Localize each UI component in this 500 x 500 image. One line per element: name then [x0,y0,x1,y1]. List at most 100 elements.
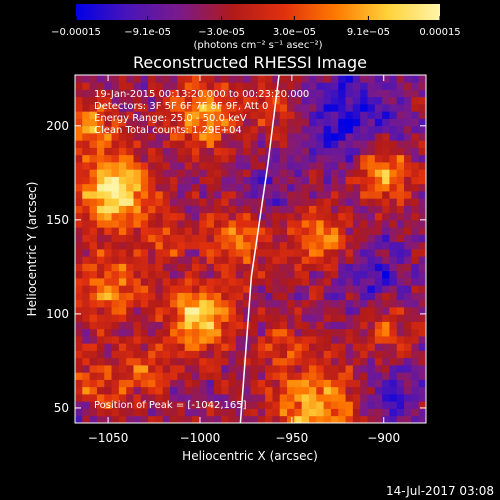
heatmap-cell [213,118,222,127]
heatmap-cell [228,162,237,170]
heatmap-cell [323,263,332,272]
heatmap-cell [213,75,222,83]
heatmap-cell [396,118,405,127]
heatmap-cell [352,379,361,388]
heatmap-cell [265,350,273,359]
heatmap-cell [235,183,244,192]
heatmap-cell [162,307,171,315]
heatmap-cell [243,314,251,322]
heatmap-cell [301,292,310,301]
heatmap-cell [250,82,259,90]
heatmap-cell [213,328,222,337]
heatmap-cell [140,249,149,257]
heatmap-cell [250,263,259,272]
heatmap-cell [140,299,149,308]
heatmap-cell [352,263,361,272]
heatmap-cell [418,372,426,380]
heatmap-cell [140,220,149,228]
heatmap-cell [389,241,398,250]
heatmap-cell [250,125,259,134]
heatmap-cell [367,169,376,177]
heatmap-cell [228,96,237,105]
heatmap-cell [338,82,346,90]
heatmap-cell [133,350,142,359]
heatmap-cell [338,104,346,112]
heatmap-cell [104,278,112,286]
heatmap-cell [301,408,310,417]
heatmap-cell [250,162,259,170]
heatmap-cell [287,191,295,199]
heatmap-cell [316,191,325,199]
heatmap-cell [287,292,295,301]
heatmap-cell [192,270,200,279]
heatmap-cell [96,234,105,243]
heatmap-cell [352,104,361,112]
heatmap-cell [279,205,288,214]
heatmap-cell [352,212,361,221]
heatmap-cell [294,307,303,315]
heatmap-cell [177,408,186,417]
heatmap-cell [111,191,120,199]
heatmap-cell [192,256,200,264]
heatmap-cell [411,372,420,380]
heatmap-cell [96,278,105,286]
heatmap-cell [170,336,178,344]
heatmap-cell [257,328,266,337]
heatmap-cell [111,154,120,163]
heatmap-cell [82,270,91,279]
heatmap-cell [155,96,164,105]
heatmap-cell [301,169,310,177]
heatmap-cell [243,292,251,301]
heatmap-cell [323,183,332,192]
heatmap-cell [213,89,222,98]
heatmap-cell [345,82,354,90]
heatmap-cell [148,321,156,330]
heatmap-cell [199,183,208,192]
heatmap-cell [294,118,303,127]
heatmap-cell [323,227,332,235]
heatmap-cell [309,307,317,315]
heatmap-cell [148,394,156,402]
heatmap-cell [323,314,332,322]
heatmap-cell [104,270,112,279]
heatmap-cell [126,249,134,257]
heatmap-cell [374,147,383,156]
heatmap-cell [301,154,310,163]
heatmap-cell [411,191,420,199]
heatmap-cell [228,401,237,409]
heatmap-cell [89,307,98,315]
heatmap-cell [148,169,156,177]
heatmap-cell [250,169,259,177]
heatmap-cell [396,365,405,373]
heatmap-cell [199,285,208,293]
heatmap-cell [404,328,412,337]
heatmap-cell [148,365,156,373]
heatmap-cell [279,249,288,257]
heatmap-cell [235,198,244,206]
heatmap-cell [104,408,112,417]
heatmap-cell [338,140,346,148]
heatmap-cell [82,75,91,83]
heatmap-cell [338,227,346,235]
heatmap-cell [345,408,354,417]
heatmap-cell [323,82,332,90]
heatmap-cell [89,401,98,409]
heatmap-cell [89,227,98,235]
heatmap-cell [221,176,229,185]
heatmap-cell [177,394,186,402]
heatmap-cell [265,125,273,134]
heatmap-cell [396,379,405,388]
annotation-line: Clean Total counts: 1.29E+04 [94,125,242,136]
heatmap-cell [213,133,222,141]
heatmap-cell [272,249,281,257]
heatmap-cell [250,111,259,119]
heatmap-cell [316,205,325,214]
heatmap-cell [279,191,288,199]
heatmap-cell [316,292,325,301]
heatmap-cell [111,212,120,221]
heatmap-cell [338,234,346,243]
heatmap-cell [213,169,222,177]
heatmap-cell [140,227,149,235]
heatmap-cell [155,89,164,98]
heatmap-cell [323,386,332,395]
